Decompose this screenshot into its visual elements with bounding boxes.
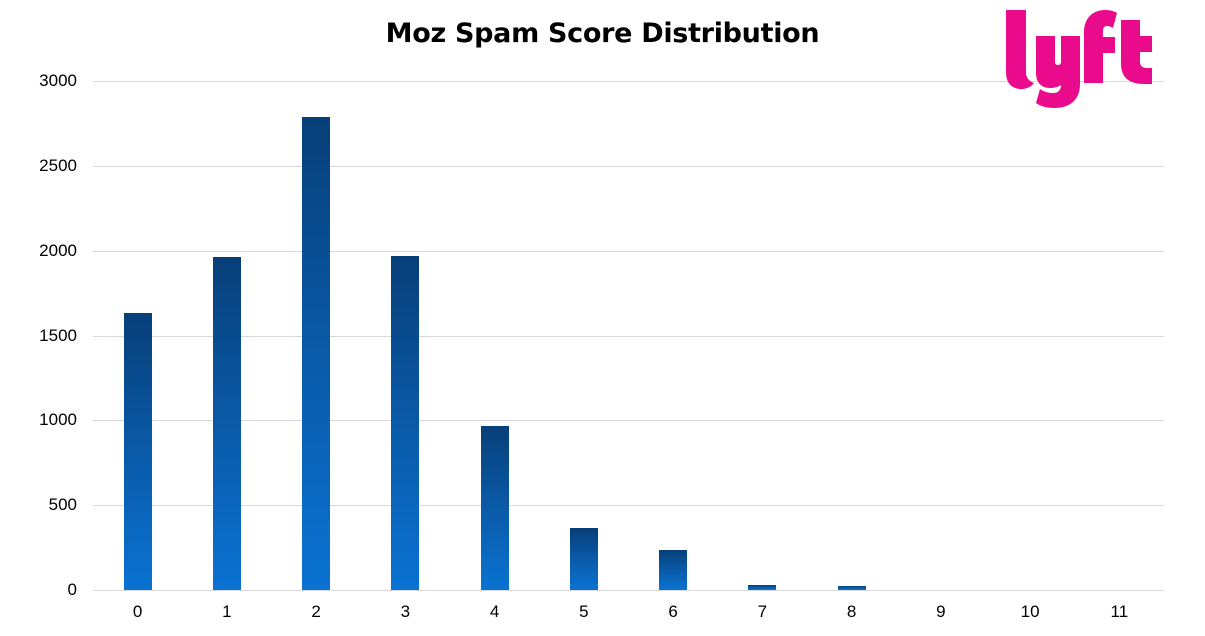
- bar-0: [123, 313, 152, 590]
- x-tick-label: 9: [936, 602, 946, 621]
- y-tick-label: 2000: [39, 240, 77, 260]
- x-tick-label: 2: [311, 602, 321, 621]
- chart-title: Moz Spam Score Distribution: [385, 18, 820, 49]
- bar-4: [480, 426, 509, 590]
- gridline: [93, 590, 1164, 591]
- bar-7: [748, 584, 777, 590]
- bar-2: [302, 116, 331, 590]
- x-tick-label: 3: [400, 602, 411, 621]
- x-tick-label: 5: [579, 602, 589, 621]
- plot-area: [93, 81, 1164, 591]
- y-tick-label: 1500: [39, 325, 77, 345]
- y-tick-label: 3000: [39, 71, 77, 90]
- gridline: [93, 505, 1164, 507]
- y-tick-label: 2500: [39, 155, 77, 175]
- x-tick-label: 7: [757, 602, 768, 621]
- gridline: [93, 81, 1164, 82]
- x-tick-label: 11: [1110, 602, 1129, 621]
- y-tick-label: 500: [48, 495, 77, 515]
- gridline: [93, 165, 1164, 167]
- bar-6: [659, 550, 688, 590]
- x-tick-label: 4: [489, 602, 500, 621]
- bar-5: [569, 528, 598, 590]
- x-tick-label: 1: [222, 602, 232, 621]
- x-tick-label: 0: [132, 602, 143, 621]
- bar-8: [837, 585, 866, 590]
- bar-3: [391, 255, 420, 590]
- gridline: [93, 335, 1164, 337]
- y-tick-label: 0: [67, 580, 77, 599]
- x-tick-label: 10: [1020, 602, 1040, 621]
- lyft-logo-icon: [1006, 10, 1152, 108]
- y-tick-label: 1000: [39, 410, 77, 430]
- x-tick-label: 8: [846, 602, 857, 621]
- bar-1: [212, 257, 241, 590]
- x-tick-label: 6: [668, 602, 678, 621]
- gridline: [93, 250, 1164, 252]
- gridline: [93, 420, 1164, 422]
